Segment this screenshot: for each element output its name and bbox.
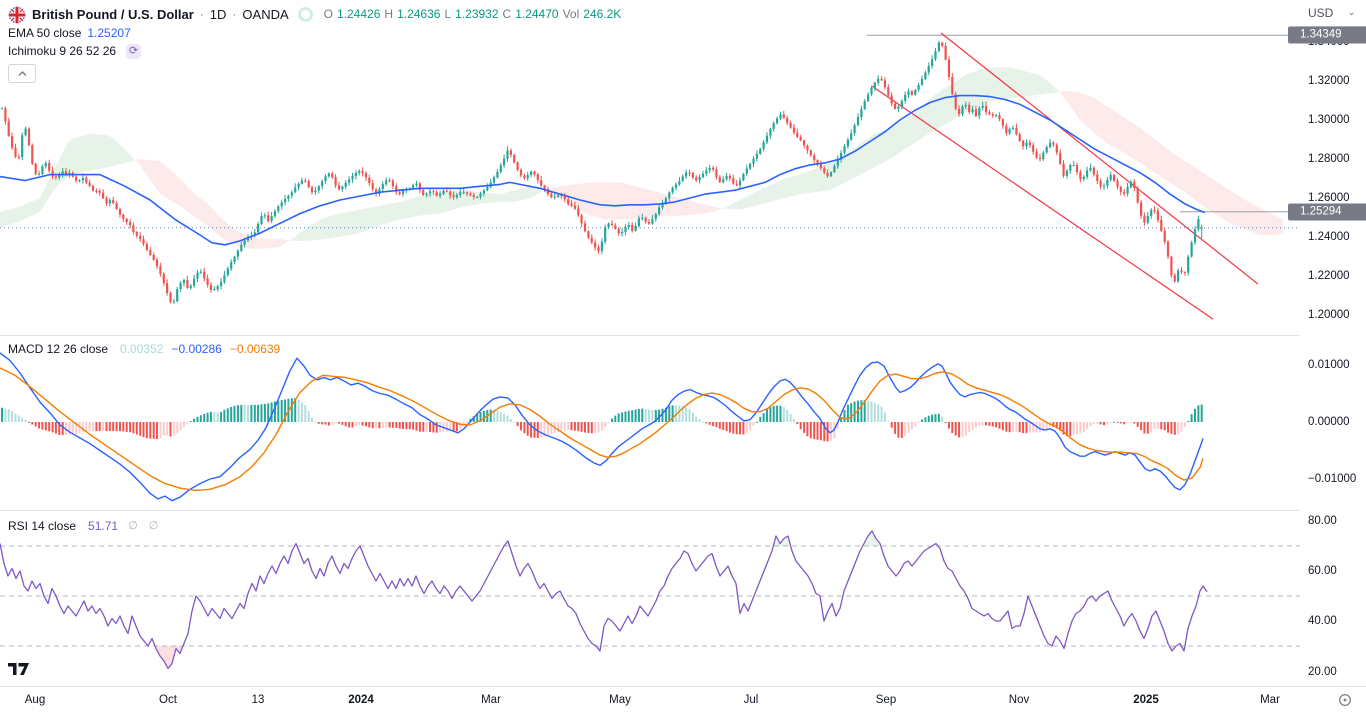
high-value: 1.24636 [397,7,441,21]
time-axis-label: Mar [1260,694,1280,706]
title-separator: · [199,7,204,21]
open-value: 1.24426 [337,7,381,21]
price-badge: 1.25294 [1288,203,1366,221]
time-axis-label: Aug [24,694,46,706]
price-scale-tick: 1.28000 [1308,153,1350,165]
exchange-label: OANDA [242,7,289,22]
ichimoku-label: Ichimoku 9 26 52 26 [8,43,117,58]
price-scale[interactable]: USD ⌄ 1.340001.320001.300001.280001.2600… [1288,0,1366,686]
volume-value: 246.2K [583,7,622,21]
time-axis[interactable]: Aug Oct 13 2024 Mar May Jul Sep Nov 2025 Mar [0,687,1366,719]
macd-label: MACD 12 26 close [8,342,109,356]
rsi-value: 51.71 [88,519,119,533]
price-scale-tick: 80.00 [1308,515,1337,527]
symbol-row[interactable]: British Pound / U.S. Dollar · 1D · OANDA… [8,5,621,24]
interval-label: 1D [209,7,227,22]
close-label: C [502,7,512,21]
price-scale-tick: 60.00 [1308,565,1337,577]
price-chart-canvas[interactable] [0,0,1300,686]
scale-currency-selector[interactable]: USD ⌄ [1300,0,1366,27]
symbol-title: British Pound / U.S. Dollar [32,7,194,22]
timezone-clock-icon[interactable] [1338,693,1352,712]
macd-signal-value: −0.00639 [229,342,281,356]
macd-line-value: −0.00286 [171,342,222,356]
ema-legend-row[interactable]: EMA 50 close 1.25207 [8,24,621,42]
time-axis-divider [0,686,1366,687]
price-scale-tick: 1.24000 [1308,231,1350,243]
low-label: L [444,7,452,21]
price-scale-tick: 1.32000 [1308,75,1350,87]
time-axis-label: Mar [481,694,501,706]
symbol-flag-icon [8,6,26,24]
tradingview-logo[interactable] [8,662,31,681]
time-axis-label: Nov [1008,694,1030,706]
price-scale-tick: 20.00 [1308,666,1337,678]
price-scale-tick: 0.01000 [1308,359,1350,371]
price-scale-tick: −0.01000 [1308,473,1357,485]
price-badge: 1.34349 [1288,26,1366,44]
time-axis-label: Jul [743,694,759,706]
scale-currency-label: USD [1308,6,1334,20]
close-value: 1.24470 [515,7,559,21]
time-axis-label: Oct [159,694,177,706]
time-axis-label: May [609,694,631,706]
ohlc-values: O 1.24426 H 1.24636 L 1.23932 C 1.24470 Vol 2… [324,6,622,23]
price-scale-tick: 0.00000 [1308,416,1350,428]
price-scale-tick: 1.22000 [1308,270,1350,282]
price-scale-tick: 40.00 [1308,615,1337,627]
low-value: 1.23932 [455,7,499,21]
legend-collapse-button[interactable] [8,64,36,83]
ichimoku-loading-icon[interactable]: ⟳ [126,43,142,59]
time-axis-label: 13 [251,694,265,706]
time-axis-label: 2025 [1133,694,1159,706]
macd-hist-value: 0.00352 [120,342,164,356]
high-label: H [384,7,394,21]
ema-label: EMA 50 close [8,25,82,40]
price-scale-tick: 1.20000 [1308,309,1350,321]
open-label: O [323,7,333,21]
main-legend: British Pound / U.S. Dollar · 1D · OANDA… [8,5,621,83]
ema-value: 1.25207 [87,25,131,40]
macd-legend[interactable]: MACD 12 26 close 0.00352 −0.00286 −0.006… [8,341,280,358]
chevron-down-icon: ⌄ [1347,7,1356,18]
volume-label: Vol [562,7,580,21]
ichimoku-legend-row[interactable]: Ichimoku 9 26 52 26 ⟳ [8,42,621,60]
time-axis-label: 2024 [348,694,374,706]
rsi-label: RSI 14 close [8,519,77,533]
price-scale-tick: 1.30000 [1308,114,1350,126]
time-axis-label: Sep [875,694,897,706]
rsi-legend[interactable]: RSI 14 close 51.71 ∅ ∅ [8,518,162,535]
market-status-dot-icon [301,10,310,19]
pane-divider-main-macd[interactable] [0,335,1366,336]
title-separator2: · [232,7,237,21]
pane-divider-macd-rsi[interactable] [0,510,1366,511]
rsi-empty-flags: ∅ ∅ [128,520,163,532]
price-scale-tick: 1.26000 [1308,192,1350,204]
